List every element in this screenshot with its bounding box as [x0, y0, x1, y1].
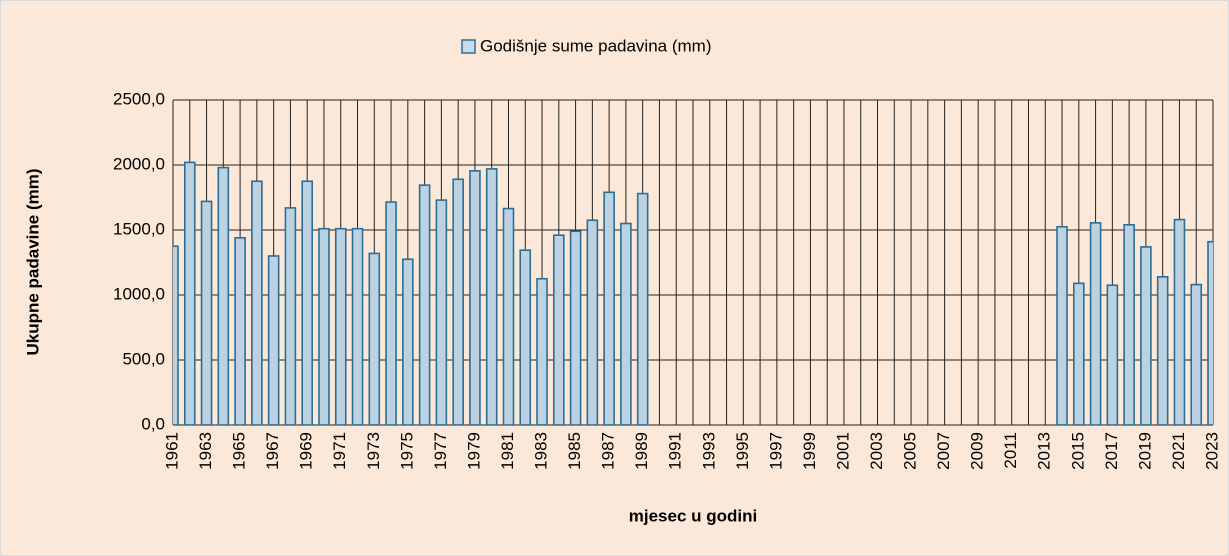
y-tick-label: 500,0 — [122, 349, 165, 368]
y-tick-label: 2500,0 — [113, 89, 165, 108]
bar — [1073, 282, 1085, 425]
bar — [418, 184, 431, 425]
bar — [452, 178, 464, 425]
bar — [267, 255, 280, 425]
bar — [385, 201, 397, 425]
bar — [334, 227, 347, 425]
x-tick-label: 2019 — [1135, 432, 1154, 470]
bar — [1123, 224, 1135, 425]
bar — [553, 234, 565, 425]
bar — [217, 166, 230, 425]
x-tick-label: 1993 — [699, 432, 718, 470]
legend-label: Godišnje sume padavina (mm) — [480, 36, 711, 55]
bar — [586, 219, 599, 425]
x-tick-label: 2005 — [901, 432, 920, 470]
x-tick-label: 1975 — [397, 432, 416, 470]
bar — [569, 230, 582, 425]
x-tick-label: 1979 — [464, 432, 483, 470]
bar — [183, 161, 196, 425]
bar — [435, 199, 448, 425]
bar — [251, 180, 263, 425]
y-tick-label: 1500,0 — [113, 219, 165, 238]
x-tick-label: 1967 — [263, 432, 282, 470]
bar — [485, 168, 498, 425]
bar — [1089, 222, 1102, 425]
x-tick-label: 1995 — [733, 432, 752, 470]
bar — [502, 207, 515, 425]
bar — [173, 245, 179, 425]
x-tick-label: 1999 — [800, 432, 819, 470]
bar — [469, 170, 481, 425]
y-tick-label: 1000,0 — [113, 284, 165, 303]
y-tick-label: 2000,0 — [113, 154, 165, 173]
bar — [234, 237, 246, 425]
bar — [318, 227, 330, 425]
x-tick-label: 1997 — [766, 432, 785, 470]
bar — [603, 191, 615, 425]
bar — [368, 252, 381, 425]
x-tick-label: 1965 — [230, 432, 249, 470]
bar — [1056, 225, 1068, 425]
bar — [1173, 218, 1186, 425]
bar — [200, 200, 213, 425]
bar — [519, 249, 532, 425]
legend-swatch — [461, 39, 476, 54]
x-tick-label: 2003 — [867, 432, 886, 470]
bar — [402, 258, 414, 425]
x-tick-label: 2009 — [968, 432, 987, 470]
x-tick-label: 2021 — [1169, 432, 1188, 470]
x-tick-label: 1971 — [330, 432, 349, 470]
bar — [1156, 275, 1169, 425]
bars — [173, 161, 1213, 425]
x-tick-label: 1989 — [632, 432, 651, 470]
bar — [1190, 283, 1203, 425]
bar — [301, 180, 313, 425]
bar — [536, 277, 548, 425]
bar — [620, 222, 632, 425]
x-tick-label: 1991 — [666, 432, 685, 470]
bar — [284, 207, 297, 425]
x-tick-label: 1969 — [297, 432, 316, 470]
x-tick-label: 1981 — [498, 432, 517, 470]
y-axis-title: Ukupne padavine (mm) — [23, 168, 42, 355]
bar — [1207, 240, 1213, 425]
x-tick-label: 1961 — [162, 432, 181, 470]
bar — [636, 192, 649, 425]
x-tick-label: 1983 — [532, 432, 551, 470]
x-axis-title: mjesec u godini — [629, 506, 757, 525]
x-tick-label: 2007 — [934, 432, 953, 470]
bar — [1106, 284, 1119, 425]
x-tick-label: 2017 — [1102, 432, 1121, 470]
y-tick-label: 0,0 — [141, 414, 165, 433]
x-tick-label: 1963 — [196, 432, 215, 470]
x-tick-label: 2023 — [1202, 432, 1221, 470]
bar — [1140, 246, 1152, 425]
x-tick-label: 2001 — [833, 432, 852, 470]
x-tick-label: 1987 — [599, 432, 618, 470]
x-tick-label: 1973 — [364, 432, 383, 470]
x-tick-label: 1977 — [431, 432, 450, 470]
bar — [351, 227, 364, 425]
x-tick-label: 1985 — [565, 432, 584, 470]
x-tick-label: 2013 — [1035, 432, 1054, 470]
x-tick-label: 2015 — [1068, 432, 1087, 470]
x-tick-label: 2011 — [1001, 432, 1020, 469]
